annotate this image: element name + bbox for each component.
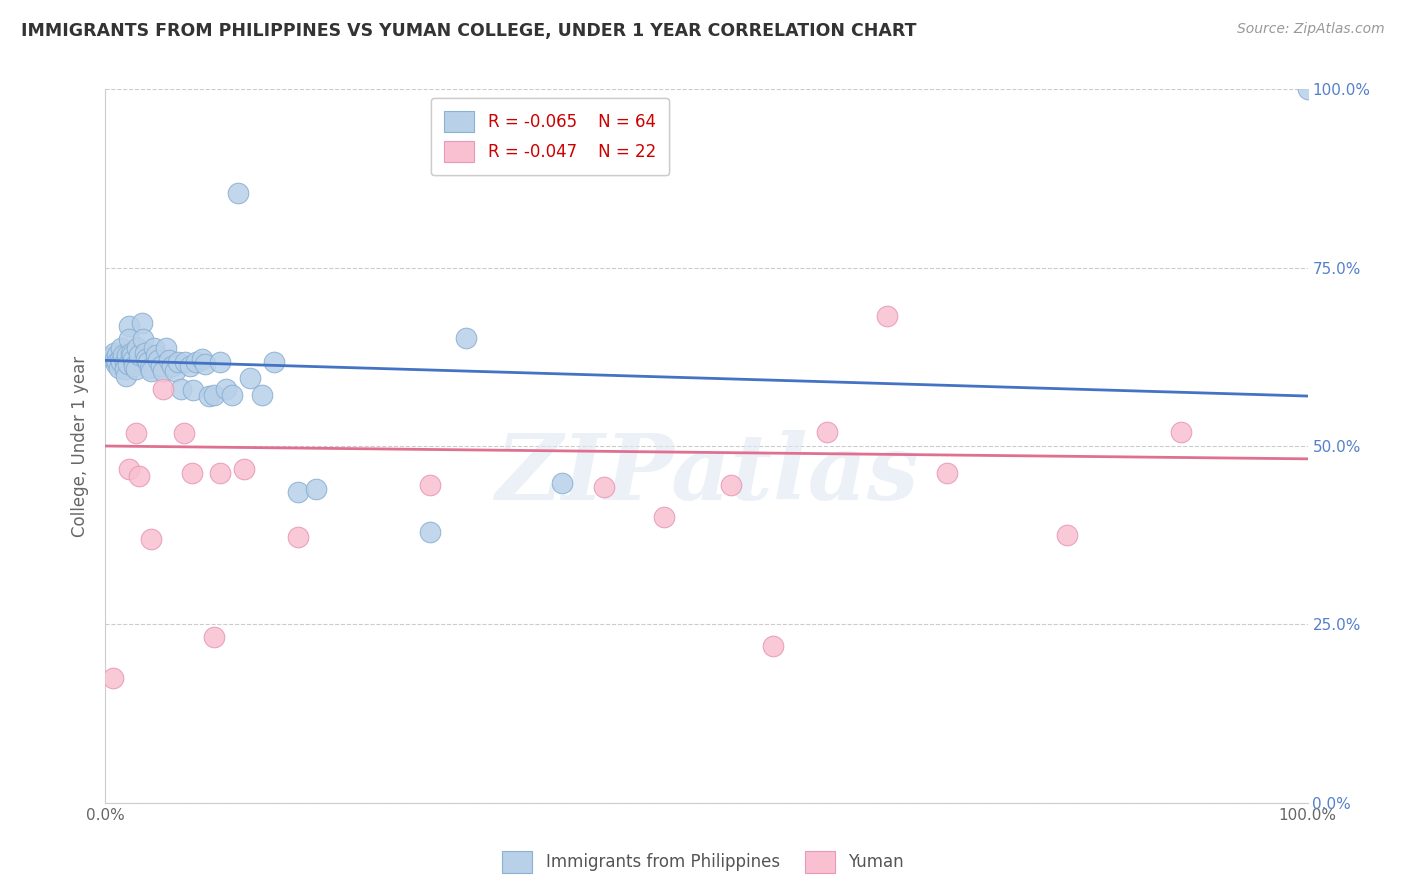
Point	[118, 332, 141, 346]
Point	[720, 478, 742, 492]
Point	[181, 466, 204, 480]
Point	[115, 369, 138, 384]
Point	[148, 353, 170, 368]
Point	[149, 359, 172, 373]
Point	[232, 462, 254, 476]
Point	[139, 532, 162, 546]
Point	[105, 357, 128, 371]
Point	[173, 426, 195, 441]
Point	[160, 359, 183, 373]
Point	[202, 387, 225, 401]
Point	[654, 510, 676, 524]
Point	[142, 341, 165, 355]
Point	[120, 346, 142, 360]
Point	[155, 341, 177, 355]
Point	[118, 462, 141, 476]
Point	[107, 360, 129, 375]
Point	[103, 346, 125, 360]
Point	[198, 389, 221, 403]
Text: Source: ZipAtlas.com: Source: ZipAtlas.com	[1237, 22, 1385, 37]
Point	[100, 350, 122, 364]
Point	[181, 384, 204, 398]
Point	[107, 355, 129, 369]
Point	[117, 357, 139, 371]
Point	[139, 360, 162, 375]
Point	[305, 482, 328, 496]
Point	[157, 353, 180, 368]
Point	[107, 348, 129, 362]
Point	[136, 355, 159, 369]
Point	[202, 630, 225, 644]
Point	[124, 362, 146, 376]
Point	[184, 355, 207, 369]
Point	[114, 355, 136, 369]
Point	[110, 355, 132, 369]
Point	[139, 364, 162, 378]
Legend: R = -0.065    N = 64, R = -0.047    N = 22: R = -0.065 N = 64, R = -0.047 N = 22	[432, 97, 669, 176]
Point	[419, 478, 441, 492]
Point	[134, 346, 156, 360]
Text: ZIPatlas: ZIPatlas	[495, 430, 918, 519]
Point	[128, 348, 150, 362]
Point	[131, 316, 153, 330]
Point	[762, 639, 785, 653]
Point	[124, 359, 146, 373]
Point	[118, 319, 141, 334]
Point	[263, 355, 285, 369]
Point	[936, 466, 959, 480]
Point	[165, 364, 187, 378]
Point	[101, 671, 124, 685]
Point	[194, 357, 217, 371]
Point	[173, 355, 195, 369]
Point	[104, 351, 127, 366]
Point	[114, 362, 136, 376]
Point	[250, 387, 273, 401]
Point	[876, 309, 898, 323]
Point	[419, 524, 441, 539]
Point	[166, 355, 188, 369]
Point	[1056, 528, 1078, 542]
Point	[208, 355, 231, 369]
Point	[1170, 425, 1192, 439]
Point	[221, 387, 243, 401]
Point	[170, 382, 193, 396]
Point	[128, 469, 150, 483]
Point	[110, 341, 132, 355]
Point	[239, 371, 262, 385]
Point	[593, 480, 616, 494]
Point	[226, 186, 249, 200]
Point	[124, 426, 146, 441]
Point	[121, 348, 143, 362]
Point	[551, 476, 574, 491]
Point	[115, 348, 138, 362]
Point	[112, 348, 135, 362]
Point	[122, 353, 145, 368]
Point	[108, 351, 131, 366]
Y-axis label: College, Under 1 year: College, Under 1 year	[72, 355, 90, 537]
Point	[152, 364, 174, 378]
Point	[125, 341, 148, 355]
Point	[815, 425, 838, 439]
Legend: Immigrants from Philippines, Yuman: Immigrants from Philippines, Yuman	[496, 845, 910, 880]
Point	[190, 351, 212, 366]
Point	[208, 466, 231, 480]
Point	[214, 382, 236, 396]
Point	[145, 348, 167, 362]
Point	[1296, 82, 1319, 96]
Point	[152, 382, 174, 396]
Point	[132, 332, 155, 346]
Point	[179, 359, 201, 373]
Point	[287, 485, 309, 500]
Text: IMMIGRANTS FROM PHILIPPINES VS YUMAN COLLEGE, UNDER 1 YEAR CORRELATION CHART: IMMIGRANTS FROM PHILIPPINES VS YUMAN COL…	[21, 22, 917, 40]
Point	[287, 530, 309, 544]
Point	[135, 351, 157, 366]
Point	[454, 330, 477, 344]
